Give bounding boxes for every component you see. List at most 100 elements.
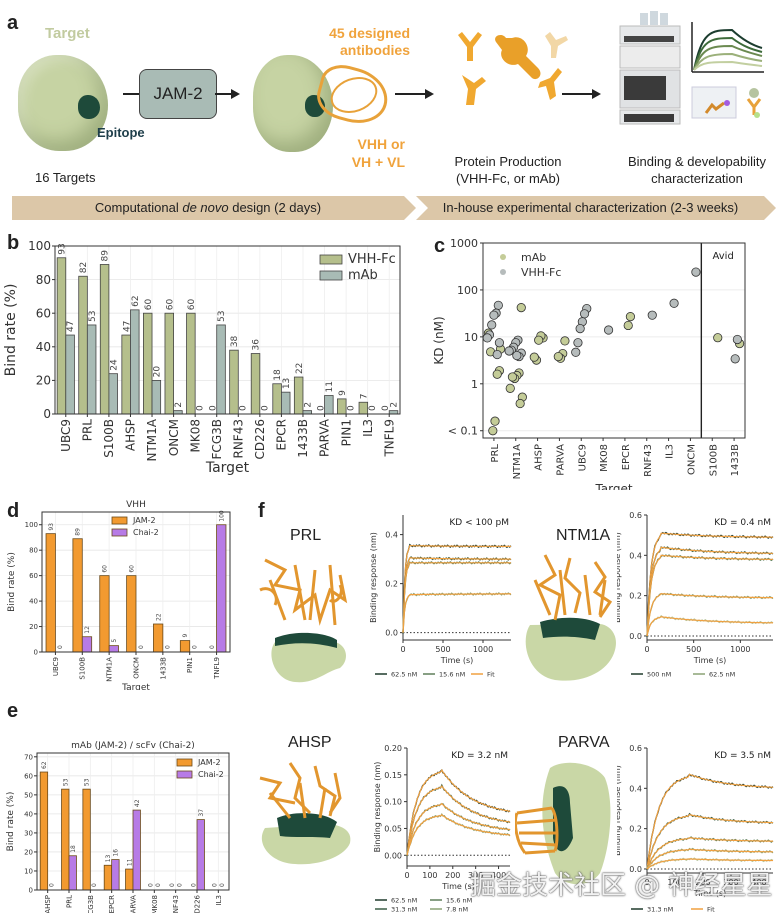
bar-mab — [324, 395, 334, 415]
x-tick-label: IL3 — [215, 895, 223, 905]
bar-value-label: 22 — [295, 363, 305, 374]
arrow-right-icon — [215, 89, 240, 99]
x-tick-label: UBC9 — [52, 657, 60, 676]
x-tick-label: 500 — [435, 645, 450, 654]
fit-curve — [406, 768, 511, 856]
x-tick-label: S100B — [708, 444, 719, 476]
panel-d-letter: d — [7, 500, 20, 522]
epitope-label: Epitope — [97, 125, 145, 140]
fit-curve — [402, 593, 511, 633]
bar-jam-2 — [99, 575, 110, 653]
y-tick-label: 100 — [28, 239, 51, 253]
x-tick-label: RNF43 — [172, 895, 180, 913]
bar-value-label: 0 — [190, 883, 197, 887]
arrow-right-icon — [395, 89, 434, 99]
x-tick-label: 1433B — [730, 444, 741, 476]
x-tick-label: EPCR — [108, 895, 116, 913]
bar-value-label: 9 — [338, 390, 348, 396]
legend-label: VHH-Fc — [348, 252, 396, 267]
x-tick-label: PIN1 — [339, 419, 353, 446]
structure-label-ahsp: AHSP — [288, 734, 332, 751]
bar-value-label: 20 — [152, 366, 162, 378]
x-tick-label: UBC9 — [577, 444, 588, 471]
designed-label-line2: antibodies — [339, 42, 410, 58]
x-tick-label: 0 — [644, 878, 649, 887]
legend-swatch — [176, 770, 193, 779]
panel-e-letter: e — [7, 700, 19, 722]
fit-curve — [406, 785, 511, 856]
y-tick-label: 0.15 — [384, 771, 402, 780]
bar-value-label: 89 — [75, 528, 82, 536]
bar-mab — [281, 391, 291, 415]
point-mab — [488, 426, 498, 436]
y-tick-label: 0.4 — [385, 531, 398, 540]
y-tick-label: 50 — [24, 791, 33, 799]
y-tick-label: 0.4 — [629, 551, 642, 560]
y-tick-label: 1000 — [450, 237, 478, 250]
bar-value-label: 82 — [79, 262, 89, 273]
x-tick-label: IL3 — [361, 419, 375, 437]
data-trace — [406, 812, 511, 856]
antibody-molecules-icon — [458, 32, 568, 105]
bar-vhh-fc — [337, 398, 347, 415]
connector-line — [123, 93, 140, 95]
timeline-design-italic: de novo — [182, 200, 229, 215]
fit-curve — [646, 858, 773, 870]
bar-jam-2 — [153, 623, 164, 653]
legend-label: Fit — [707, 906, 715, 913]
bar-vhh-fc — [272, 383, 282, 415]
point-vhh-fc — [494, 338, 505, 348]
bar-value-label: 2 — [174, 402, 184, 408]
parva-binding-kinetics-chart: 0.0 0.2 0.4 0.6 0 100 200 300 400 Time (s) Binding… — [617, 744, 774, 913]
bar-jam-2 — [39, 771, 49, 891]
y-tick-label: < 0.1 — [448, 425, 478, 438]
legend-label: mAb — [348, 268, 378, 283]
point-vhh-fc — [575, 324, 585, 334]
bar-value-label: 0 — [381, 405, 391, 411]
bar-jam-2 — [82, 788, 91, 891]
kd-annotation: KD = 3.2 nM — [451, 751, 508, 761]
bar-value-label: 0 — [219, 883, 226, 887]
bar-value-label: 42 — [134, 799, 141, 807]
ntm1a-complex-structure-image — [525, 554, 616, 681]
y-tick-label: 80 — [29, 547, 38, 555]
x-tick-label: 1000 — [473, 645, 493, 654]
legend-label: 62.5 nM — [391, 671, 417, 679]
bar-value-label: 100 — [218, 510, 225, 522]
point-vhh-fc — [512, 350, 522, 361]
y-tick-label: 40 — [36, 340, 51, 354]
production-line1: Protein Production — [454, 154, 562, 169]
y-tick-label: 30 — [24, 829, 33, 837]
y-tick-label: 20 — [29, 623, 38, 631]
bar-value-label: 18 — [70, 845, 77, 853]
fit-curve — [402, 562, 511, 633]
x-tick-label: MK08 — [151, 895, 159, 913]
legend-label: VHH-Fc — [521, 266, 561, 279]
bar-vhh-fc — [229, 349, 239, 415]
x-tick-label: PARVA — [318, 418, 332, 457]
y-tick-label: 0.2 — [629, 592, 642, 601]
y-tick-label: 0.00 — [384, 851, 402, 860]
timeline-experimental-segment — [416, 196, 776, 220]
data-trace — [402, 561, 512, 632]
ahsp-binding-kinetics-chart: 0.00 0.05 0.10 0.15 0.20 0 100 200 300 400 Time (s… — [373, 744, 511, 913]
legend-swatch — [111, 528, 128, 537]
legend-swatch — [111, 516, 128, 525]
bar-chai-2 — [111, 859, 120, 891]
bar-value-label: 53 — [217, 311, 227, 322]
y-tick-label: 0.20 — [384, 744, 402, 753]
legend-label: 31.3 nM — [709, 680, 735, 681]
bar-value-label: 93 — [48, 523, 55, 531]
legend-label: Chai-2 — [133, 528, 159, 537]
fit-curve — [406, 814, 511, 856]
antibody-format-label: VHH or VH + VL — [345, 135, 405, 171]
point-mab — [529, 352, 539, 362]
legend-label: 15.6 nM — [446, 897, 472, 905]
x-tick-label: PARVA — [555, 444, 566, 476]
y-tick-label: 60 — [29, 572, 38, 580]
legend-label: 62.5 nM — [709, 671, 735, 679]
format-line2: VH + VL — [351, 154, 405, 170]
y-axis-label: Binding response (nm) — [617, 532, 622, 623]
bar-vhh-fc — [358, 401, 369, 415]
